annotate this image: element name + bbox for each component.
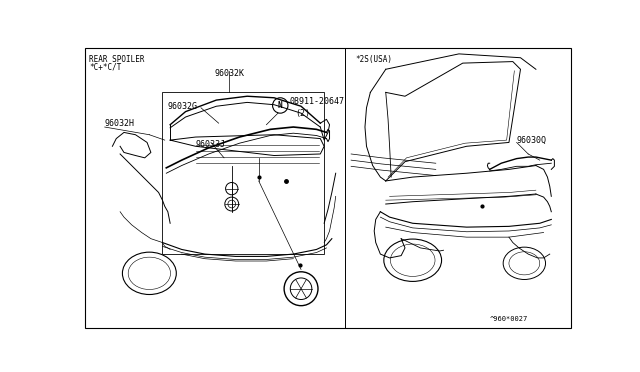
- Text: REAR SPOILER: REAR SPOILER: [90, 55, 145, 64]
- Circle shape: [284, 272, 318, 306]
- Text: 96030Q: 96030Q: [516, 136, 547, 145]
- Ellipse shape: [384, 239, 442, 281]
- Circle shape: [225, 183, 238, 195]
- Ellipse shape: [503, 247, 545, 279]
- Text: 96033J: 96033J: [196, 140, 225, 149]
- Ellipse shape: [122, 252, 176, 295]
- Bar: [163, 92, 324, 254]
- Text: N: N: [278, 101, 283, 110]
- Text: 96032K: 96032K: [214, 69, 244, 78]
- Text: *2S(USA): *2S(USA): [355, 55, 392, 64]
- Text: 96032G: 96032G: [168, 102, 198, 111]
- Text: 08911-20647: 08911-20647: [289, 97, 344, 106]
- Text: ^960*0027: ^960*0027: [490, 316, 528, 322]
- Text: *C+*C/T: *C+*C/T: [90, 62, 122, 71]
- Text: (2): (2): [296, 109, 310, 118]
- Circle shape: [273, 98, 288, 113]
- Text: 96032H: 96032H: [105, 119, 134, 128]
- Circle shape: [225, 197, 239, 211]
